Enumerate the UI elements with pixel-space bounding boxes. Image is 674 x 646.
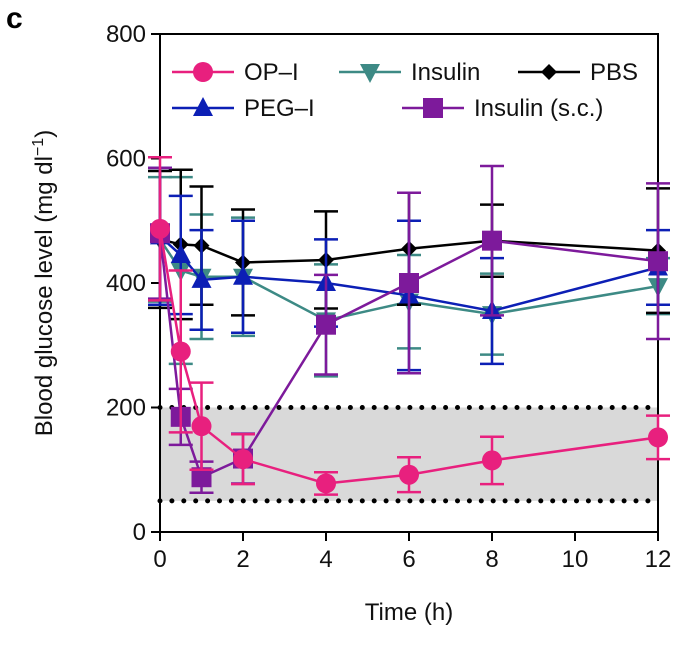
data-point-op-i (150, 218, 170, 239)
y-axis-title-main: Blood glucose level (mg dl (31, 156, 58, 436)
series-layer (148, 156, 670, 496)
series-op-i (148, 156, 670, 496)
data-point-peg-i (233, 265, 253, 285)
x-tick-label: 4 (319, 546, 332, 573)
x-tick-label: 6 (402, 546, 415, 573)
data-point-insulin-s-c (648, 251, 668, 272)
x-tick-label: 8 (485, 546, 498, 573)
panel-label: c (6, 2, 23, 35)
data-point-insulin-s-c (399, 273, 419, 293)
series-line-insulin-s-c (158, 233, 659, 479)
y-axis-title-close: ) (31, 130, 58, 138)
legend-entry-pbs: PBS (518, 59, 638, 86)
data-point-peg-i (170, 243, 191, 263)
data-point-op-i (316, 473, 336, 494)
legend-label-peg-i: PEG–I (244, 95, 315, 122)
legend-entry-op-i: OP–I (172, 59, 299, 86)
y-tick-label: 800 (106, 21, 146, 48)
x-tick-label: 10 (562, 546, 589, 573)
data-point-insulin-s-c (316, 314, 336, 335)
data-point-op-i (482, 450, 502, 471)
legend-label-op-i: OP–I (244, 59, 299, 86)
y-axis-title-sup: −1 (30, 138, 47, 156)
x-axis-title: Time (h) (365, 599, 453, 626)
legend-marker-insulin-s-c (423, 98, 443, 118)
legend: OP–I Insulin PBS PEG–I Insulin (s.c.) (172, 59, 638, 122)
legend-label-pbs: PBS (590, 59, 638, 86)
x-tick-label: 2 (236, 546, 249, 573)
y-tick-label: 400 (106, 270, 146, 297)
data-point-op-i (170, 341, 191, 362)
legend-label-insulin-s-c: Insulin (s.c.) (474, 95, 603, 122)
data-point-op-i (648, 427, 668, 448)
legend-marker-op-i (193, 62, 213, 82)
legend-marker-pbs (541, 64, 557, 80)
legend-entry-insulin: Insulin (339, 59, 480, 86)
legend-entry-insulin-s-c: Insulin (s.c.) (402, 95, 603, 122)
series-insulin-s-c (148, 164, 670, 495)
y-tick-label: 200 (106, 395, 146, 422)
data-point-peg-i (191, 268, 212, 288)
y-axis-title: Blood glucose level (mg dl−1) (30, 130, 58, 436)
legend-marker-insulin (360, 64, 380, 83)
x-tick-label: 0 (153, 546, 166, 573)
data-point-op-i (191, 416, 212, 437)
series-line-op-i (158, 228, 659, 485)
y-tick-label: 600 (106, 146, 146, 173)
legend-marker-peg-i (193, 97, 213, 116)
data-point-op-i (233, 449, 253, 470)
data-point-insulin-s-c (191, 467, 212, 488)
data-point-insulin-s-c (482, 230, 502, 251)
data-point-op-i (399, 464, 419, 485)
y-tick-label: 0 (133, 519, 146, 546)
x-tick-label: 12 (645, 546, 672, 573)
legend-entry-peg-i: PEG–I (172, 95, 315, 122)
legend-label-insulin: Insulin (411, 59, 480, 86)
